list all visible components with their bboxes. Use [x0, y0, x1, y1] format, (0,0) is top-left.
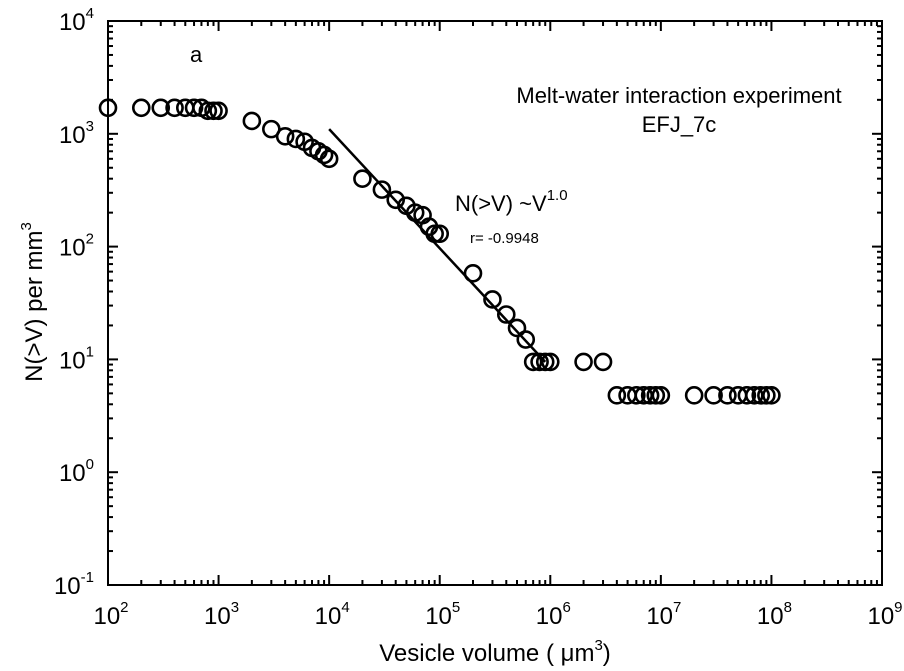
- data-point: [275, 127, 295, 146]
- data-point: [762, 386, 781, 405]
- x-tick-label: 105: [425, 599, 460, 630]
- y-tick-label: 104: [59, 5, 94, 36]
- data-point: [386, 190, 406, 210]
- data-point: [209, 101, 228, 121]
- x-axis-title: Vesicle volume ( μm3): [379, 637, 611, 667]
- data-point: [530, 352, 549, 372]
- data-point: [540, 352, 560, 372]
- data-point: [496, 305, 516, 324]
- data-point: [607, 386, 627, 405]
- data-point: [319, 149, 339, 169]
- data-point: [165, 98, 184, 118]
- data-point: [516, 330, 536, 349]
- fit-equation: N(>V) ~V1.0: [455, 187, 568, 216]
- fit-label: N(>V) ~V: [455, 191, 547, 216]
- y-tick-label: 101: [59, 343, 94, 374]
- x-tick-label: 108: [757, 599, 792, 630]
- data-point: [286, 129, 306, 149]
- x-tick-label: 109: [867, 599, 902, 630]
- data-points: [98, 98, 781, 405]
- x-tick-label: 107: [646, 599, 681, 630]
- data-point: [98, 98, 118, 118]
- data-point: [242, 111, 262, 131]
- svg-text:N(>V) ~V1.0: N(>V) ~V1.0: [455, 187, 568, 216]
- chart-title-line2: EFJ_7c: [642, 112, 717, 137]
- x-tick-label: 104: [315, 599, 350, 630]
- data-point: [574, 352, 593, 372]
- data-point: [751, 386, 771, 405]
- data-point: [593, 352, 613, 372]
- data-point: [507, 318, 527, 338]
- y-tick-label: 102: [59, 231, 94, 262]
- data-point: [198, 101, 218, 121]
- panel-label: a: [190, 42, 203, 67]
- data-point: [151, 98, 171, 118]
- svg-text:N(>V) per mm3: N(>V) per mm3: [18, 222, 48, 382]
- fit-exponent: 1.0: [547, 187, 568, 204]
- data-point: [640, 386, 660, 405]
- chart-title-line1: Melt-water interaction experiment: [516, 83, 841, 108]
- data-point: [535, 352, 555, 372]
- data-point: [463, 263, 483, 283]
- tick-labels: 102 103 104 105 106 107 108 109 10-1 100 101 102 103…: [54, 5, 903, 630]
- data-point: [646, 386, 666, 405]
- x-tick-label: 103: [204, 599, 239, 630]
- fit-r-label: r= -0.9948: [470, 230, 539, 247]
- y-tick-label: 100: [59, 456, 94, 487]
- data-point: [737, 386, 757, 405]
- y-tick-label: 103: [59, 118, 94, 149]
- data-point: [704, 386, 723, 405]
- x-tick-label: 106: [536, 599, 571, 630]
- fit-line: [328, 128, 547, 363]
- data-point: [131, 98, 151, 118]
- y-tick-label: 10-1: [54, 569, 94, 600]
- data-point: [314, 145, 334, 165]
- x-tick-label: 102: [93, 599, 128, 630]
- y-axis-title: N(>V) per mm3: [18, 222, 48, 382]
- data-point: [430, 224, 450, 244]
- data-point: [651, 386, 671, 405]
- data-point: [184, 98, 204, 118]
- plot-frame: [107, 20, 883, 586]
- svg-text:Vesicle volume ( μm3): Vesicle volume ( μm3): [379, 637, 611, 667]
- data-point: [372, 180, 392, 199]
- data-point: [718, 386, 737, 405]
- data-point: [483, 290, 502, 309]
- data-point: [757, 386, 776, 405]
- data-point: [353, 169, 372, 188]
- data-point: [684, 386, 704, 405]
- data-point: [627, 386, 646, 405]
- data-point: [204, 101, 223, 121]
